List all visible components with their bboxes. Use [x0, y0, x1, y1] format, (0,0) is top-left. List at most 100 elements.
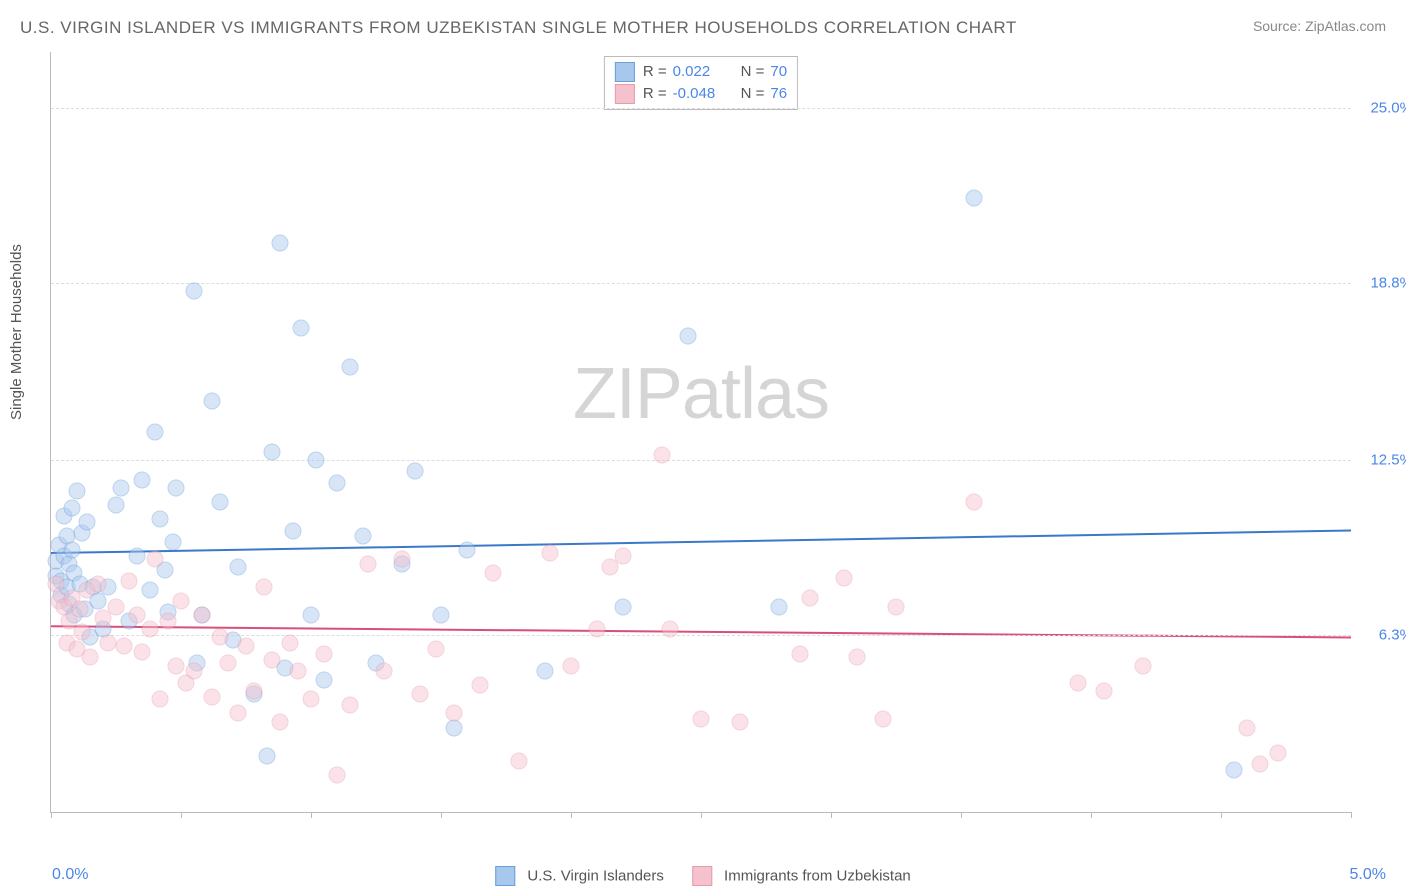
scatter-point: [186, 663, 203, 680]
grid-line: [51, 635, 1351, 636]
scatter-point: [147, 424, 164, 441]
scatter-point: [173, 592, 190, 609]
scatter-point: [230, 559, 247, 576]
scatter-point: [446, 705, 463, 722]
y-axis-label: Single Mother Households: [8, 244, 25, 420]
scatter-point: [89, 576, 106, 593]
scatter-point: [121, 573, 138, 590]
x-tick: [701, 812, 702, 818]
scatter-point: [258, 747, 275, 764]
scatter-point: [69, 483, 86, 500]
scatter-point: [167, 657, 184, 674]
scatter-point: [802, 590, 819, 607]
scatter-point: [329, 474, 346, 491]
scatter-point: [329, 767, 346, 784]
scatter-point: [1239, 719, 1256, 736]
series-legend: U.S. Virgin Islanders Immigrants from Uz…: [495, 866, 911, 886]
scatter-point: [1270, 744, 1287, 761]
grid-line: [51, 283, 1351, 284]
scatter-point: [128, 606, 145, 623]
trend-line: [51, 626, 1351, 637]
scatter-point: [433, 606, 450, 623]
y-tick-label: 18.8%: [1357, 274, 1406, 291]
scatter-point: [966, 190, 983, 207]
scatter-point: [100, 635, 117, 652]
scatter-point: [48, 576, 65, 593]
r-label: R =: [643, 85, 667, 102]
scatter-point: [732, 713, 749, 730]
scatter-point: [771, 598, 788, 615]
scatter-point: [63, 542, 80, 559]
scatter-point: [108, 497, 125, 514]
y-tick-label: 12.5%: [1357, 452, 1406, 469]
r-value: 0.022: [673, 61, 733, 83]
x-tick: [1221, 812, 1222, 818]
scatter-point: [82, 649, 99, 666]
scatter-point: [427, 640, 444, 657]
scatter-point: [537, 663, 554, 680]
scatter-point: [113, 480, 130, 497]
scatter-point: [849, 649, 866, 666]
correlation-legend: R =0.022N =70R =-0.048N =76: [604, 56, 798, 110]
watermark-atlas: atlas: [682, 354, 829, 434]
scatter-point: [693, 711, 710, 728]
x-tick: [571, 812, 572, 818]
y-tick-label: 25.0%: [1357, 100, 1406, 117]
scatter-point: [342, 697, 359, 714]
n-value: 76: [770, 85, 787, 102]
x-tick: [51, 812, 52, 818]
x-tick: [181, 812, 182, 818]
scatter-point: [219, 654, 236, 671]
x-tick: [1351, 812, 1352, 818]
r-value: -0.048: [673, 83, 733, 105]
scatter-point: [360, 556, 377, 573]
chart-title: U.S. VIRGIN ISLANDER VS IMMIGRANTS FROM …: [20, 18, 1017, 38]
legend-row: R = -0.048 N = 76: [615, 83, 787, 105]
scatter-point: [271, 235, 288, 252]
scatter-point: [204, 393, 221, 410]
scatter-point: [875, 711, 892, 728]
y-tick-label: 6.3%: [1357, 626, 1406, 643]
scatter-point: [412, 685, 429, 702]
scatter-point: [238, 637, 255, 654]
watermark-zip: ZIP: [573, 354, 682, 434]
scatter-point: [542, 545, 559, 562]
scatter-point: [407, 463, 424, 480]
scatter-point: [245, 682, 262, 699]
x-axis-min-label: 0.0%: [52, 866, 88, 884]
scatter-point: [160, 612, 177, 629]
scatter-point: [355, 528, 372, 545]
scatter-point: [966, 494, 983, 511]
scatter-point: [563, 657, 580, 674]
scatter-point: [303, 606, 320, 623]
scatter-point: [308, 452, 325, 469]
scatter-point: [316, 671, 333, 688]
scatter-point: [316, 646, 333, 663]
legend-swatch: [692, 866, 712, 886]
scatter-point: [63, 500, 80, 517]
scatter-point: [115, 637, 132, 654]
scatter-point: [284, 522, 301, 539]
source-attribution: Source: ZipAtlas.com: [1253, 18, 1386, 34]
n-label: N =: [741, 85, 765, 102]
scatter-point: [165, 533, 182, 550]
legend-series-label: U.S. Virgin Islanders: [523, 868, 664, 885]
scatter-point: [472, 677, 489, 694]
scatter-point: [147, 550, 164, 567]
scatter-point: [264, 443, 281, 460]
scatter-point: [141, 621, 158, 638]
scatter-point: [511, 753, 528, 770]
scatter-point: [128, 547, 145, 564]
scatter-point: [282, 635, 299, 652]
scatter-point: [108, 598, 125, 615]
scatter-point: [791, 646, 808, 663]
trend-line: [51, 531, 1351, 554]
scatter-point: [375, 663, 392, 680]
r-label: R =: [643, 63, 667, 80]
legend-swatch: [495, 866, 515, 886]
scatter-point: [256, 578, 273, 595]
scatter-point: [134, 471, 151, 488]
scatter-point: [680, 328, 697, 345]
x-tick: [831, 812, 832, 818]
x-tick: [441, 812, 442, 818]
